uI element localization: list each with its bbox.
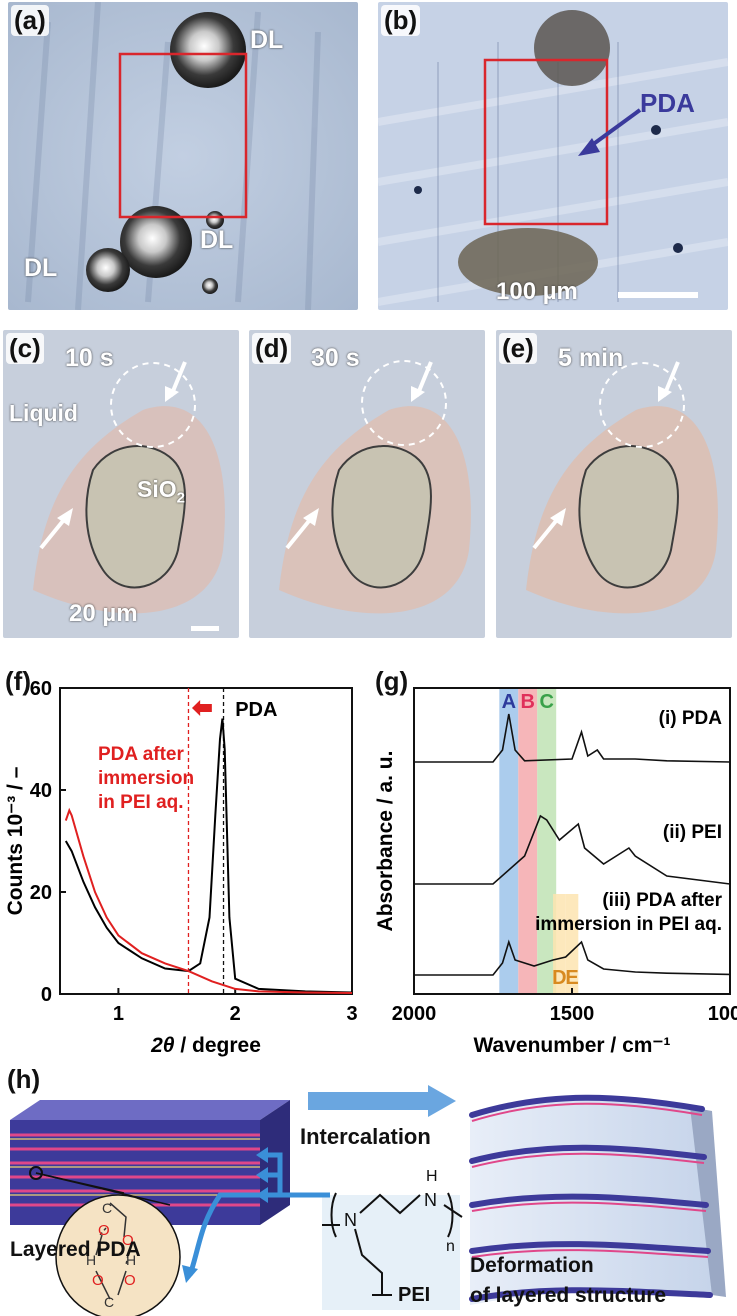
ftir-band-label-a: A [502,691,516,713]
intercalation-arrow [308,1085,456,1117]
pei-label: PEI [398,1284,431,1306]
ftir-band-a [499,688,519,994]
ftir-band-e [565,894,579,994]
xrd-plot-frame [59,687,353,995]
panel-label-c: (c) [6,333,44,364]
deformation-label-2: of layered structure [470,1284,667,1307]
xrd-legend-pda-after-line: in PEI aq. [98,792,184,813]
dl-label-2: DL [200,226,234,254]
pei-nitrogen-2: N [424,1190,437,1210]
sio2-label: SiO2 [137,476,185,507]
panel-label-h: (h) [7,1064,41,1094]
xrd-x-tick-label: 1 [113,1003,124,1025]
xrd-y-tick-label: 60 [30,678,52,700]
pei-n-subscript: n [446,1238,455,1255]
ftir-series-3 [414,939,731,976]
ftir-label-pda-after-1: (iii) PDA after [602,890,722,911]
liquid-label: Liquid [9,400,78,426]
atom-o-3: O [92,1272,104,1289]
xrd-series-pda-after-pei [64,807,353,994]
xrd-legend-pda-after-line: PDA after [98,744,184,765]
ftir-x-tick-label: 2000 [392,1003,437,1025]
xrd-x-axis-label-theta: 2θ [150,1034,175,1057]
micrograph-e-image [496,330,732,638]
time-label-c: 10 s [65,344,114,372]
micrograph-a: (a) DL DL DL [8,2,358,310]
pda-label: PDA [640,88,695,118]
micrograph-c-image [3,330,239,638]
xrd-legend-pda-after-line: immersion [98,768,194,789]
pei-nitrogen-1: N [344,1210,357,1230]
atom-o-2: O [122,1232,134,1249]
pei-structure [322,1192,463,1296]
ftir-band-d [553,894,566,994]
dl-label-3: DL [24,254,58,282]
atom-c-top: C [102,1200,112,1216]
intercalation-label: Intercalation [300,1124,431,1149]
ftir-band-label-b: B [521,691,535,713]
micrograph-c: (c) 10 s Liquid SiO2 20 µm [3,330,239,638]
xrd-y-tick-label: 40 [30,780,52,802]
panel-label-b: (b) [381,5,421,36]
dl-label-1: DL [250,26,284,54]
atom-h-1: H [86,1252,96,1268]
xrd-x-axis-label-unit: / degree [175,1034,261,1057]
layered-pda-label: Layered PDA [10,1238,141,1261]
ftir-band-c [537,688,557,994]
atom-c-bottom: C [104,1294,114,1310]
time-label-e: 5 min [558,344,624,372]
deformation-label-1: Deformation [470,1254,594,1277]
ftir-label-pda-after-2: immersion in PEI aq. [535,914,722,935]
xrd-x-tick-label: 2 [230,1003,241,1025]
ftir-label-pei: (ii) PEI [663,822,722,843]
panel-label-e: (e) [499,333,537,364]
panel-label-d: (d) [252,333,292,364]
ftir-band-label-d: D [552,967,566,989]
pei-box [322,1195,460,1310]
xrd-shift-arrow [191,700,212,716]
hydrogen-bond-zoom [29,1166,181,1316]
ftir-band-label-c: C [539,691,553,713]
ftir-band-b [518,688,538,994]
time-label-d: 30 s [311,344,360,372]
xrd-series-pda [64,718,353,994]
atom-o-1: O [98,1222,110,1239]
panel-label-f: (f) [5,666,31,696]
ftir-x-tick-label: 1500 [550,1003,595,1025]
micrograph-d: (d) 30 s [249,330,485,638]
intercalation-schematic: C O O H H O O C [10,1085,726,1316]
panel-label-g: (g) [375,666,409,696]
xrd-chart: 1 2 3 0 20 40 60 PDA PDA after immersion in PEI aq… [4,678,358,1057]
micrograph-b-image [378,2,728,310]
ftir-series-2 [414,814,731,885]
micrograph-d-image [249,330,485,638]
atom-h-2: H [126,1252,136,1268]
xrd-y-tick-label: 0 [41,984,52,1006]
ftir-chart: A B C DE (i) PDA (ii) PEI (iii) PDA after immer… [374,687,737,1057]
pei-nh-hydrogen: H [426,1168,438,1185]
sio2-text: SiO [137,476,177,502]
xrd-x-axis-label: 2θ / degree [150,1034,261,1057]
ftir-x-axis-label: Wavenumber / cm⁻¹ [473,1034,670,1057]
atom-o-4: O [124,1272,136,1289]
deformed-layers [469,1094,726,1305]
layered-pda-block [10,1100,290,1225]
ftir-x-tick-label: 1000 [708,1003,737,1025]
xrd-y-axis-label: Counts 10⁻³ / – [4,766,27,915]
xrd-legend-pda: PDA [235,699,277,721]
micrograph-e: (e) 5 min [496,330,732,638]
ftir-y-axis-label: Absorbance / a. u. [374,751,397,932]
xrd-x-tick-label: 3 [346,1003,357,1025]
ftir-label-pda: (i) PDA [659,708,723,729]
ftir-series-1 [414,713,731,763]
ftir-band-label-e: E [565,967,578,989]
micrograph-a-image [8,2,358,310]
scale-bar-label-b: 100 µm [496,278,578,305]
micrograph-b: (b) PDA 100 µm [378,2,728,310]
xrd-y-tick-label: 20 [30,882,52,904]
sio2-subscript: 2 [176,489,185,507]
panel-label-a: (a) [11,5,49,36]
scale-bar-label-c: 20 µm [69,600,138,627]
